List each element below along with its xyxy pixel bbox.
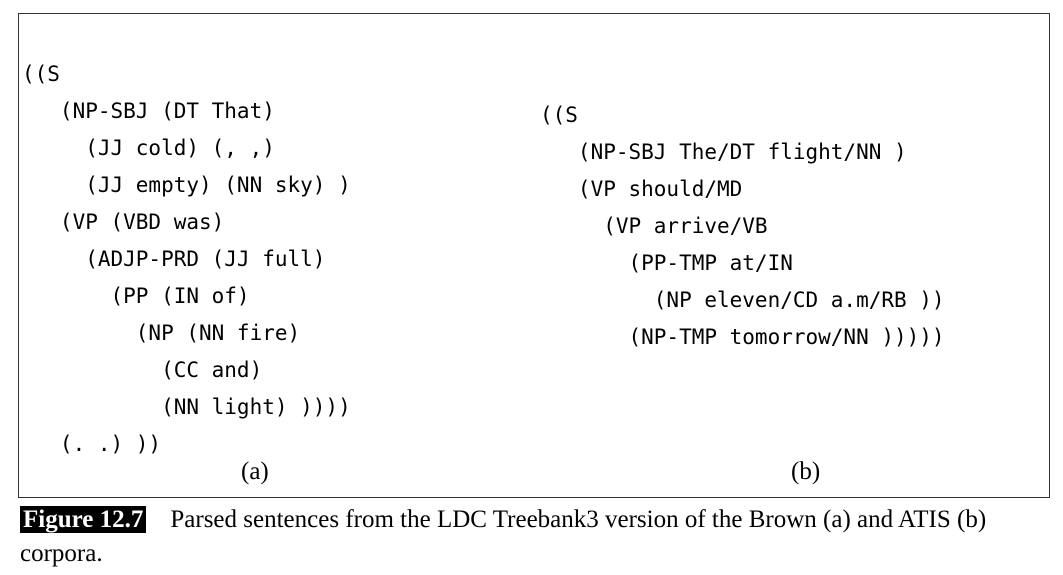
- parse-b-line: ((S: [540, 103, 578, 127]
- parse-b-line: (VP arrive/VB: [540, 214, 768, 238]
- parse-a-line: (JJ cold) (, ,): [22, 136, 275, 160]
- figure-number: Figure 12.7: [20, 506, 147, 533]
- parse-a-line: (NN light) )))): [22, 395, 351, 419]
- caption-text: Parsed sentences from the LDC Treebank3 …: [20, 506, 987, 567]
- parse-a-line: (PP (IN of): [22, 284, 250, 308]
- parse-a-line: ((S: [22, 62, 60, 86]
- treebank-parse-b: ((S (NP-SBJ The/DT flight/NN ) (VP shoul…: [540, 97, 945, 356]
- treebank-parse-a: ((S (NP-SBJ (DT That) (JJ cold) (, ,) (J…: [22, 56, 351, 463]
- figure-box: ((S (NP-SBJ (DT That) (JJ cold) (, ,) (J…: [18, 13, 1050, 498]
- parse-a-line: (CC and): [22, 358, 263, 382]
- parse-a-line: (NP (NN fire): [22, 321, 301, 345]
- parse-a-line: (JJ empty) (NN sky) ): [22, 173, 351, 197]
- parse-a-line: (VP (VBD was): [22, 210, 225, 234]
- parse-b-line: (NP-TMP tomorrow/NN ))))): [540, 325, 945, 349]
- parse-b-line: (NP eleven/CD a.m/RB )): [540, 288, 945, 312]
- parse-b-line: (NP-SBJ The/DT flight/NN ): [540, 140, 907, 164]
- parse-a-line: (NP-SBJ (DT That): [22, 99, 275, 123]
- figure-caption: Figure 12.7 Parsed sentences from the LDC…: [20, 503, 1060, 571]
- parse-b-line: (VP should/MD: [540, 177, 743, 201]
- parse-b-line: (PP-TMP at/IN: [540, 251, 793, 275]
- parse-a-line: (. .) )): [22, 432, 162, 456]
- panel-label-b: (b): [791, 458, 821, 485]
- parse-a-line: (ADJP-PRD (JJ full): [22, 247, 326, 271]
- panel-label-a: (a): [241, 458, 269, 485]
